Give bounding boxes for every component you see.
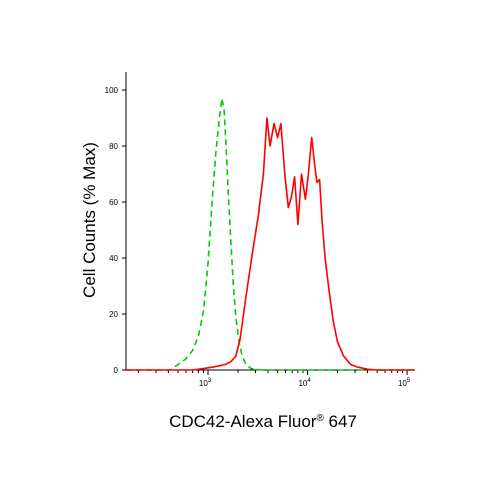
x-axis-ticks: 103 104 105 bbox=[137, 370, 411, 388]
y-axis-title: Cell Counts (% Max) bbox=[80, 142, 99, 298]
y-tick-label: 0 bbox=[114, 366, 119, 375]
x-tick-label: 103 bbox=[199, 378, 212, 388]
y-tick-label: 20 bbox=[109, 310, 118, 319]
series-layer bbox=[126, 97, 415, 371]
x-axis-title: CDC42-Alexa Fluor® 647 bbox=[169, 412, 357, 431]
y-tick-label: 80 bbox=[109, 142, 118, 151]
y-tick-label: 60 bbox=[109, 198, 118, 207]
x-tick-label: 105 bbox=[398, 378, 411, 388]
x-axis-title-suffix: 647 bbox=[324, 412, 357, 431]
series-line-2 bbox=[126, 117, 415, 371]
x-tick-label: 104 bbox=[298, 378, 311, 388]
x-axis-title-text: CDC42-Alexa Fluor bbox=[169, 412, 317, 431]
y-tick-label: 40 bbox=[109, 254, 118, 263]
y-axis-ticks: 0 20 40 60 80 100 bbox=[105, 86, 126, 375]
registered-mark: ® bbox=[316, 413, 324, 424]
y-tick-label: 100 bbox=[105, 86, 119, 95]
series-line-1 bbox=[126, 97, 415, 371]
